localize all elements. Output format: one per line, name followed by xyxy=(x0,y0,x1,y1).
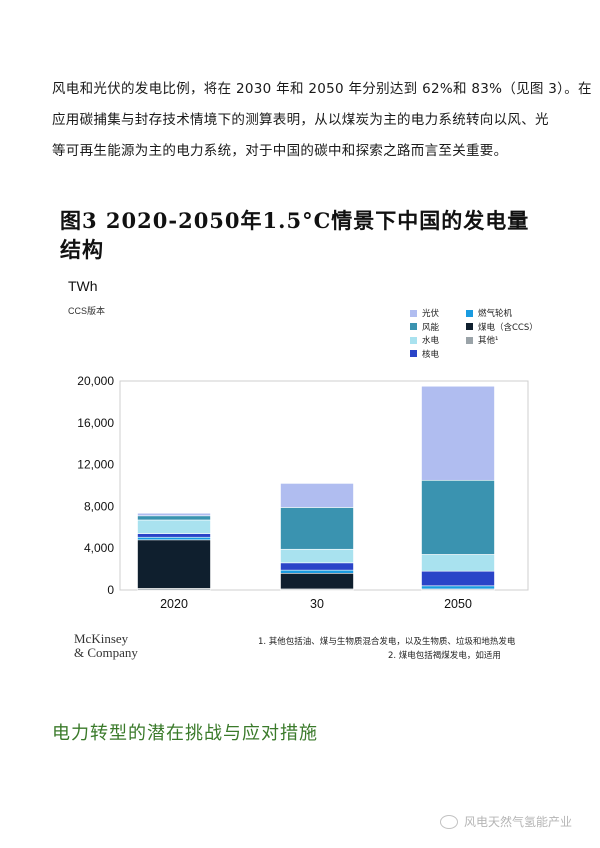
bar-segment xyxy=(280,562,354,571)
bar-segment xyxy=(280,507,354,550)
legend-swatch xyxy=(410,336,417,344)
legend-label: 风能 xyxy=(422,322,440,333)
paragraph-line: 应用碳捕集与封存技术情境下的测算表明，从以煤炭为主的电力系统转向以风、光 xyxy=(52,112,549,128)
legend-item: 光伏 xyxy=(410,307,439,319)
x-tick-label: 2020 xyxy=(160,597,188,611)
y-tick-label: 12,000 xyxy=(77,458,114,472)
legend-swatch xyxy=(410,350,417,357)
legend-label: 煤电（含CCS） xyxy=(478,322,538,333)
legend-label: 核电 xyxy=(422,349,440,360)
bar-segment xyxy=(280,483,354,508)
watermark-text: 风电天然气氢能产业 xyxy=(464,815,573,829)
legend-item: 煤电（含CCS） xyxy=(466,321,538,333)
legend-label: 燃气轮机 xyxy=(478,309,513,319)
footnote-2: 2. 煤电包括褐煤发电，如适用 xyxy=(388,651,501,661)
legend-item: 燃气轮机 xyxy=(466,307,512,319)
bar-segment xyxy=(137,536,211,541)
paragraph-line: 风电和光伏的发电比例，将在 2030 年和 2050 年分别达到 62%和 83… xyxy=(52,81,592,97)
y-tick-label: 0 xyxy=(107,583,114,597)
legend-label: 其他¹ xyxy=(478,336,499,346)
wechat-icon xyxy=(440,814,458,829)
logo-line1: McKinsey xyxy=(74,631,129,646)
version-label: CCS版本 xyxy=(68,306,106,316)
bar-segment xyxy=(421,570,495,587)
mckinsey-logo: McKinsey & Company xyxy=(74,632,138,660)
footnote-1: 1. 其他包括油、煤与生物质混合发电，以及生物质、垃圾和地热发电 xyxy=(258,637,516,647)
bar-segment xyxy=(137,539,211,589)
legend-swatch xyxy=(410,323,417,330)
bar-segment xyxy=(280,572,354,590)
legend-item: 核电 xyxy=(410,348,439,360)
bar-segment xyxy=(421,479,495,555)
legend-swatch xyxy=(466,336,473,344)
bar-segment xyxy=(421,385,495,481)
unit-label: TWh xyxy=(68,278,98,294)
bar-segment xyxy=(421,554,495,572)
x-tick-label: 2050 xyxy=(444,597,472,611)
intro-paragraph: 风电和光伏的发电比例，将在 2030 年和 2050 年分别达到 62%和 83… xyxy=(52,74,592,167)
y-tick-label: 8,000 xyxy=(84,499,114,513)
y-tick-label: 16,000 xyxy=(77,416,114,430)
bar-segment xyxy=(137,519,211,534)
chart-title-line2: 结构 xyxy=(60,237,104,262)
y-tick-label: 20,000 xyxy=(77,374,114,388)
legend-label: 光伏 xyxy=(422,309,440,319)
legend-item: 水电 xyxy=(410,334,439,346)
section-heading: 电力转型的潜在挑战与应对措施 xyxy=(52,723,318,744)
paragraph-line: 等可再生能源为主的电力系统，对于中国的碳中和探索之路而言至关重要。 xyxy=(52,143,508,159)
bar-segment xyxy=(280,569,354,574)
watermark: 风电天然气氢能产业 xyxy=(440,813,572,830)
legend-swatch xyxy=(466,323,473,330)
bar-segment xyxy=(137,515,211,521)
chart-title: 图3 2020-2050年1.5°C情景下中国的发电量 结构 xyxy=(60,206,550,264)
y-tick-label: 4,000 xyxy=(84,541,114,555)
logo-line2: & Company xyxy=(74,645,138,660)
legend-item: 其他¹ xyxy=(466,334,498,346)
bar-segment xyxy=(137,512,211,517)
legend-item: 风能 xyxy=(410,321,439,333)
x-tick-label: 30 xyxy=(310,597,324,611)
bar-segment xyxy=(280,548,354,564)
bar-segment xyxy=(421,585,495,590)
legend-swatch xyxy=(410,309,417,317)
legend-label: 水电 xyxy=(422,336,440,346)
footnotes: 1. 其他包括油、煤与生物质混合发电，以及生物质、垃圾和地热发电 2. 煤电包括… xyxy=(258,635,568,663)
legend-swatch xyxy=(466,309,473,317)
bar-segment xyxy=(137,533,211,538)
chart-title-line1: 图3 2020-2050年1.5°C情景下中国的发电量 xyxy=(60,208,530,233)
